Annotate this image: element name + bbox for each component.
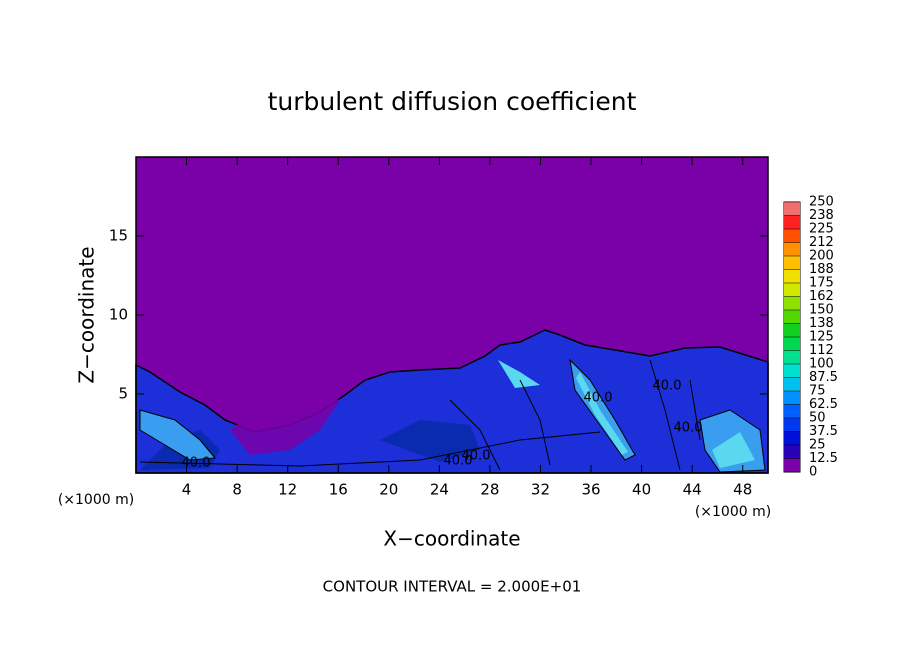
colorbar-tick-label: 37.5 xyxy=(809,424,838,439)
colorbar-band xyxy=(784,310,800,324)
x-tick-label: 20 xyxy=(379,481,398,499)
y-axis-label: Z−coordinate xyxy=(75,246,99,383)
contour-label: 40.0 xyxy=(462,449,491,464)
colorbar-tick-label: 150 xyxy=(809,303,834,318)
colorbar-tick-label: 50 xyxy=(809,411,826,426)
colorbar-band xyxy=(784,418,800,432)
colorbar-band xyxy=(784,269,800,283)
footnote: CONTOUR INTERVAL = 2.000E+01 xyxy=(323,578,582,596)
colorbar-band xyxy=(784,283,800,297)
contour-label: 40.0 xyxy=(674,421,703,436)
y-tick-label: 5 xyxy=(118,385,128,403)
colorbar-band xyxy=(784,364,800,378)
colorbar-tick-label: 125 xyxy=(809,330,834,345)
y-unit: (×1000 m) xyxy=(58,492,134,508)
colorbar-tick-label: 238 xyxy=(809,208,834,223)
colorbar-tick-label: 25 xyxy=(809,438,826,453)
colorbar-tick-label: 75 xyxy=(809,384,826,399)
contour-label: 40.0 xyxy=(182,456,211,471)
colorbar-band xyxy=(784,377,800,391)
field-streak xyxy=(140,420,480,470)
contour-label: 40.0 xyxy=(653,379,682,394)
contour-label: 40.0 xyxy=(584,391,613,406)
colorbar-band xyxy=(784,404,800,418)
field-streak xyxy=(139,358,766,473)
colorbar-tick-label: 200 xyxy=(809,249,834,264)
colorbar-tick-label: 162 xyxy=(809,289,834,304)
colorbar-band xyxy=(784,350,800,364)
x-tick-label: 32 xyxy=(531,481,550,499)
colorbar-band xyxy=(784,242,800,256)
x-tick-label: 40 xyxy=(632,481,651,499)
colorbar-band xyxy=(784,229,800,243)
colorbar-band xyxy=(784,391,800,405)
x-tick-label: 24 xyxy=(430,481,449,499)
colorbar-band xyxy=(784,337,800,351)
x-tick-label: 28 xyxy=(480,481,499,499)
colorbar-band xyxy=(784,431,800,445)
y-tick-label: 15 xyxy=(109,227,128,245)
x-tick-label: 48 xyxy=(733,481,752,499)
x-tick-label: 4 xyxy=(182,481,192,499)
colorbar-tick-label: 62.5 xyxy=(809,397,838,412)
field-streak xyxy=(498,360,755,468)
x-tick-label: 16 xyxy=(329,481,348,499)
x-unit: (×1000 m) xyxy=(695,504,771,520)
chart-title: turbulent diffusion coefficient xyxy=(268,87,637,116)
x-tick-label: 44 xyxy=(683,481,702,499)
x-tick-label: 12 xyxy=(278,481,297,499)
colorbar-tick-label: 250 xyxy=(809,195,834,210)
colorbar-tick-label: 100 xyxy=(809,357,834,372)
y-tick-label: 10 xyxy=(109,306,128,324)
field-streak xyxy=(139,359,701,471)
colorbar-band xyxy=(784,215,800,229)
x-tick-label: 8 xyxy=(232,481,242,499)
colorbar-tick-label: 0 xyxy=(809,465,817,480)
colorbar-band xyxy=(784,202,800,216)
field-streak xyxy=(230,392,340,455)
field xyxy=(135,157,769,474)
colorbar-tick-label: 188 xyxy=(809,262,834,277)
colorbar-tick-label: 12.5 xyxy=(809,451,838,466)
x-tick-label: 36 xyxy=(581,481,600,499)
contour-label: 40.0 xyxy=(444,454,473,469)
colorbar-tick-label: 87.5 xyxy=(809,370,838,385)
colorbar-tick-label: 138 xyxy=(809,316,834,331)
colorbar-tick-label: 225 xyxy=(809,222,834,237)
colorbar-band xyxy=(784,323,800,337)
colorbar-tick-label: 212 xyxy=(809,235,834,250)
colorbar-band xyxy=(784,256,800,270)
colorbar-tick-label: 112 xyxy=(809,343,834,358)
colorbar-tick-label: 175 xyxy=(809,276,834,291)
colorbar-band xyxy=(784,296,800,310)
colorbar-band xyxy=(784,458,800,472)
x-axis-label: X−coordinate xyxy=(383,527,520,551)
colorbar-band xyxy=(784,445,800,459)
